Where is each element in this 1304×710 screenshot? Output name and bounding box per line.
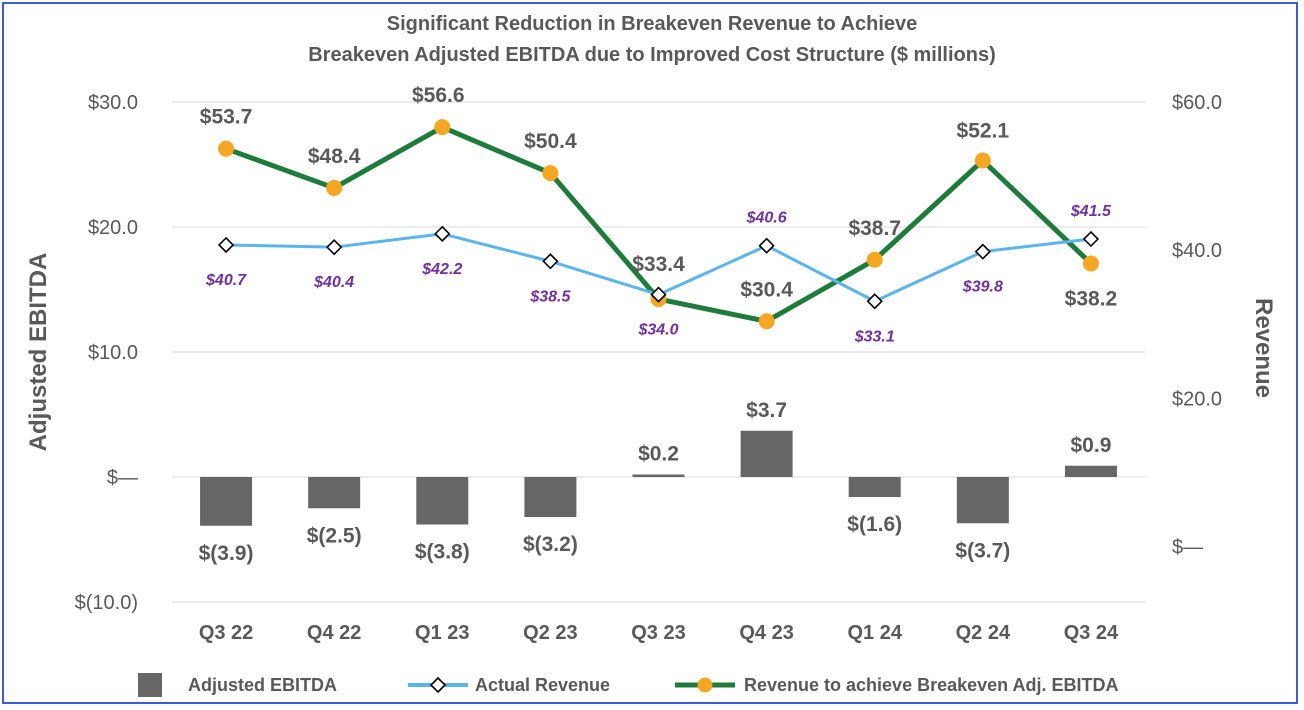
left-tick-label: $(10.0) xyxy=(75,592,138,614)
point-actual-revenue xyxy=(758,237,775,254)
point-breakeven-revenue xyxy=(326,179,343,196)
right-tick-label: $40.0 xyxy=(1172,240,1222,262)
left-tick-label: $10.0 xyxy=(88,342,138,364)
chart-title-line-2: Breakeven Adjusted EBITDA due to Improve… xyxy=(308,44,996,66)
category-label: Q3 23 xyxy=(631,622,685,644)
point-breakeven-revenue xyxy=(866,251,883,268)
bar-adjusted-ebitda xyxy=(848,477,901,497)
breakeven-revenue-label: $30.4 xyxy=(740,278,793,301)
bar-adjusted-ebitda xyxy=(200,477,253,526)
breakeven-revenue-label: $50.4 xyxy=(524,130,577,153)
point-actual-revenue xyxy=(542,253,559,270)
breakeven-revenue-label: $38.7 xyxy=(848,217,901,240)
right-tick-label: $— xyxy=(1172,536,1203,558)
bar-data-label: $(3.8) xyxy=(415,541,470,564)
breakeven-revenue-label: $56.6 xyxy=(412,84,465,107)
category-label: Q4 23 xyxy=(739,622,793,644)
bar-adjusted-ebitda xyxy=(524,477,577,517)
bar-adjusted-ebitda xyxy=(1064,465,1117,477)
actual-revenue-label: $40.6 xyxy=(746,210,787,227)
actual-revenue-label: $34.0 xyxy=(637,322,678,339)
category-labels: Q3 22 Q4 22 Q1 23 Q2 23 Q3 23 Q4 23 Q1 24 Q2 24… xyxy=(199,622,1119,644)
bar-adjusted-ebitda xyxy=(740,430,793,477)
data-labels: $(3.9) $(2.5) $(3.8) $(3.2) $0.2 $3.7 $(1.6) $(… xyxy=(199,84,1118,565)
bar-data-label: $(3.7) xyxy=(955,539,1010,562)
left-tick-label: $30.0 xyxy=(88,92,138,114)
right-tick-label: $20.0 xyxy=(1172,388,1222,410)
point-breakeven-revenue xyxy=(974,152,991,169)
bar-data-label: $(3.9) xyxy=(199,542,254,565)
category-label: Q3 22 xyxy=(199,622,253,644)
bar-data-label: $0.2 xyxy=(638,443,679,466)
breakeven-revenue-label: $38.2 xyxy=(1065,287,1118,310)
breakeven-revenue-label: $52.1 xyxy=(957,120,1010,143)
actual-revenue-label: $39.8 xyxy=(962,279,1003,296)
bar-data-label: $3.7 xyxy=(746,399,787,422)
point-breakeven-revenue xyxy=(1082,255,1099,272)
chart-title-line-1: Significant Reduction in Breakeven Reven… xyxy=(387,13,918,35)
line-series xyxy=(217,119,1100,330)
legend-diamond-icon xyxy=(429,676,447,694)
bar-adjusted-ebitda xyxy=(308,477,361,509)
actual-revenue-label: $38.5 xyxy=(529,288,571,305)
left-axis-title: Adjusted EBITDA xyxy=(25,253,52,452)
legend-label-breakeven-revenue: Revenue to achieve Breakeven Adj. EBITDA xyxy=(744,675,1118,695)
point-actual-revenue xyxy=(650,286,667,303)
actual-revenue-label: $40.4 xyxy=(313,274,354,291)
right-tick-label: $60.0 xyxy=(1172,92,1222,114)
breakeven-revenue-label: $53.7 xyxy=(200,106,253,129)
point-actual-revenue xyxy=(866,293,883,310)
point-actual-revenue xyxy=(434,225,451,242)
point-breakeven-revenue xyxy=(434,119,451,136)
actual-revenue-label: $33.1 xyxy=(854,328,895,345)
point-actual-revenue xyxy=(974,243,991,260)
category-label: Q1 24 xyxy=(847,622,902,644)
point-actual-revenue xyxy=(217,236,235,254)
bar-data-label: $0.9 xyxy=(1071,434,1112,457)
bar-data-label: $(1.6) xyxy=(847,513,902,536)
breakeven-revenue-label: $48.4 xyxy=(308,145,361,168)
legend-label-adjusted-ebitda: Adjusted EBITDA xyxy=(188,675,337,695)
bar-adjusted-ebitda xyxy=(956,477,1009,524)
actual-revenue-label: $40.7 xyxy=(205,272,247,289)
legend-label-actual-revenue: Actual Revenue xyxy=(475,675,610,695)
point-breakeven-revenue xyxy=(218,140,235,157)
point-breakeven-revenue xyxy=(542,165,559,182)
legend-circle-icon xyxy=(697,677,713,693)
actual-revenue-label: $41.5 xyxy=(1070,203,1112,220)
bar-adjusted-ebitda xyxy=(416,477,469,525)
right-axis-title: Revenue xyxy=(1250,298,1277,398)
left-axis-ticks: $30.0 $20.0 $10.0 $— $(10.0) xyxy=(75,92,138,614)
category-label: Q4 22 xyxy=(307,622,361,644)
bar-data-label: $(2.5) xyxy=(307,524,362,547)
legend-swatch-adjusted-ebitda xyxy=(138,673,162,697)
point-breakeven-revenue xyxy=(758,313,775,330)
left-tick-label: $— xyxy=(107,467,138,489)
category-label: Q2 24 xyxy=(956,622,1011,644)
point-actual-revenue xyxy=(1082,230,1100,248)
legend: Adjusted EBITDA Actual Revenue Revenue t… xyxy=(138,673,1118,697)
category-label: Q3 24 xyxy=(1064,622,1119,644)
point-actual-revenue xyxy=(326,239,343,256)
actual-revenue-label: $42.2 xyxy=(421,261,462,278)
bar-series xyxy=(200,430,1117,526)
bar-adjusted-ebitda xyxy=(632,474,685,477)
category-label: Q2 23 xyxy=(523,622,577,644)
right-axis-ticks: $60.0 $40.0 $20.0 $— xyxy=(1172,92,1222,558)
left-tick-label: $20.0 xyxy=(88,217,138,239)
breakeven-revenue-label: $33.4 xyxy=(632,253,685,276)
bar-data-label: $(3.2) xyxy=(523,533,578,556)
category-label: Q1 23 xyxy=(415,622,469,644)
